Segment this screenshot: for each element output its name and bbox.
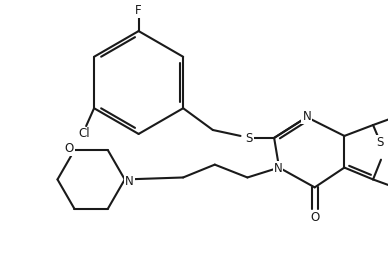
Text: Cl: Cl bbox=[78, 127, 90, 140]
Text: O: O bbox=[310, 211, 319, 223]
Text: O: O bbox=[65, 142, 74, 155]
Text: N: N bbox=[125, 175, 134, 188]
Text: F: F bbox=[135, 4, 142, 17]
Text: S: S bbox=[376, 136, 384, 149]
Text: S: S bbox=[246, 132, 253, 146]
Text: N: N bbox=[274, 162, 282, 175]
Text: N: N bbox=[302, 110, 311, 123]
